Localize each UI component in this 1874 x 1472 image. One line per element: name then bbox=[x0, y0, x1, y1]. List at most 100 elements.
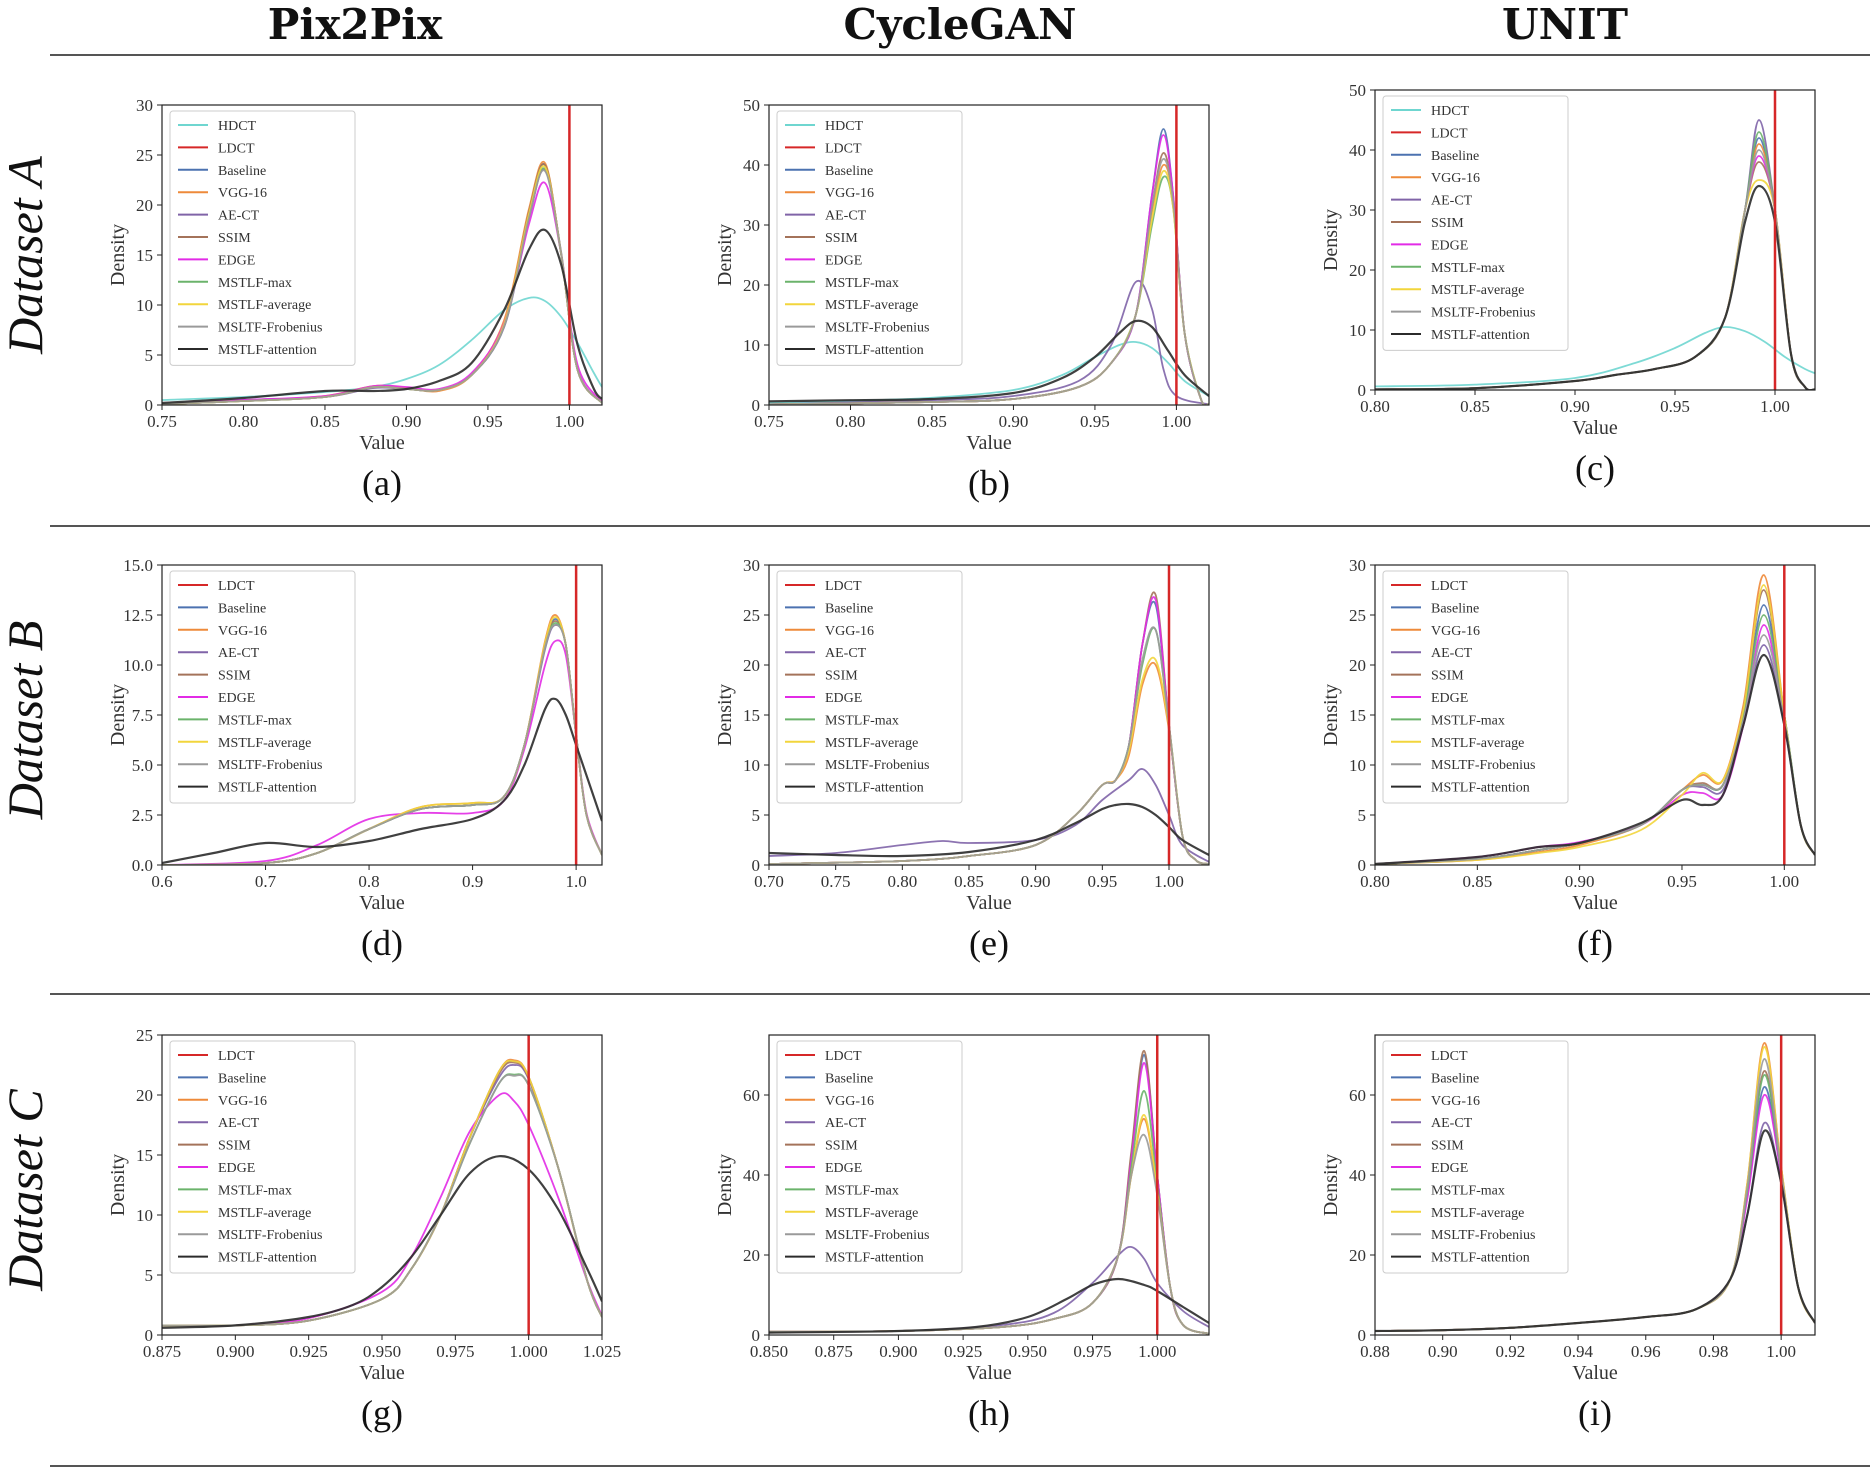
x-tick-label: 0.96 bbox=[1631, 1342, 1661, 1361]
legend-label: MSTLF-attention bbox=[825, 343, 924, 358]
legend-label: EDGE bbox=[1431, 238, 1468, 253]
x-tick-label: 0.975 bbox=[1073, 1342, 1111, 1361]
legend-label: MSTLF-average bbox=[825, 298, 918, 313]
divider-row-a bbox=[50, 525, 1870, 527]
x-tick-label: 0.950 bbox=[363, 1342, 401, 1361]
x-tick-label: 0.90 bbox=[392, 412, 422, 431]
legend-label: MSTLF-attention bbox=[218, 781, 317, 796]
chart-panel-a: 0.75 0.80 0.85 0.90 0.95 1.00 0 5 10 15 20 25 30 Valu… bbox=[70, 75, 630, 503]
y-axis-label: Density bbox=[714, 684, 736, 746]
y-tick-label: 40 bbox=[743, 156, 760, 175]
legend-label: EDGE bbox=[1431, 1161, 1468, 1176]
legend-label: EDGE bbox=[825, 253, 862, 268]
y-tick-label: 20 bbox=[1349, 656, 1366, 675]
x-tick-label: 1.000 bbox=[510, 1342, 548, 1361]
legend-label: MSTLF-max bbox=[1431, 261, 1505, 276]
chart-svg-c: 0.80 0.85 0.90 0.95 1.00 0 10 20 30 40 50 Value Dens… bbox=[1320, 81, 1816, 439]
legend-box bbox=[776, 570, 963, 804]
series-line-mstlf-attention bbox=[1375, 1129, 1815, 1333]
legend-label: LDCT bbox=[825, 1049, 862, 1064]
y-tick-label: 5.0 bbox=[132, 756, 153, 775]
legend-box bbox=[1382, 570, 1569, 804]
chart-panel-i: 0.88 0.90 0.92 0.94 0.96 0.98 1.00 0 20 40 60 Value… bbox=[1283, 1005, 1843, 1433]
chart-panel-f: 0.80 0.85 0.90 0.95 1.00 0 5 10 15 20 25 30 Value Den… bbox=[1283, 535, 1843, 963]
legend-label: MSLTF-Frobenius bbox=[825, 1228, 930, 1243]
x-tick-label: 0.90 bbox=[1021, 872, 1051, 891]
y-tick-label: 5 bbox=[1358, 806, 1367, 825]
legend-label: MSTLF-average bbox=[1431, 1206, 1524, 1221]
y-tick-label: 0 bbox=[752, 396, 761, 415]
legend-label: MSLTF-Frobenius bbox=[825, 321, 930, 336]
legend-label: MSTLF-attention bbox=[1431, 781, 1530, 796]
x-tick-label: 0.80 bbox=[1360, 397, 1390, 416]
y-tick-label: 5 bbox=[752, 806, 761, 825]
y-tick-label: 25 bbox=[1349, 606, 1366, 625]
x-tick-label: 1.025 bbox=[583, 1342, 621, 1361]
y-tick-label: 10 bbox=[1349, 321, 1366, 340]
y-tick-label: 0 bbox=[145, 1326, 154, 1345]
legend-label: SSIM bbox=[825, 669, 858, 684]
chart-panel-c: 0.80 0.85 0.90 0.95 1.00 0 10 20 30 40 50 Value Dens… bbox=[1283, 60, 1843, 488]
chart-panel-h: 0.850 0.875 0.900 0.925 0.950 0.975 1.000 0 20 40… bbox=[677, 1005, 1237, 1433]
x-axis-label: Value bbox=[359, 432, 405, 454]
y-tick-label: 0.0 bbox=[132, 856, 153, 875]
x-axis-label: Value bbox=[359, 892, 405, 914]
x-tick-label: 0.900 bbox=[216, 1342, 254, 1361]
series-line-mstlf-attention bbox=[162, 697, 602, 865]
legend-label: VGG-16 bbox=[825, 1094, 874, 1109]
x-tick-label: 0.95 bbox=[1080, 412, 1110, 431]
x-tick-label: 0.950 bbox=[1009, 1342, 1047, 1361]
series-line-mstlf-attention bbox=[1375, 184, 1815, 390]
y-tick-label: 50 bbox=[743, 96, 760, 115]
x-tick-label: 0.8 bbox=[358, 872, 379, 891]
legend-label: MSTLF-max bbox=[825, 713, 899, 728]
y-tick-label: 60 bbox=[1349, 1086, 1366, 1105]
legend-label: MSTLF-max bbox=[825, 1183, 899, 1198]
y-tick-label: 0 bbox=[1358, 381, 1367, 400]
legend-label: SSIM bbox=[218, 231, 251, 246]
series-line-mstlf-attention bbox=[162, 228, 602, 405]
x-tick-label: 1.00 bbox=[555, 412, 585, 431]
legend-label: MSLTF-Frobenius bbox=[1431, 1228, 1536, 1243]
y-tick-label: 40 bbox=[743, 1166, 760, 1185]
legend-label: MSTLF-average bbox=[825, 736, 918, 751]
legend-label: MSTLF-max bbox=[218, 276, 292, 291]
x-tick-label: 0.875 bbox=[815, 1342, 853, 1361]
x-axis-label: Value bbox=[966, 432, 1012, 454]
x-tick-label: 1.00 bbox=[1766, 1342, 1796, 1361]
y-tick-label: 25 bbox=[136, 146, 153, 165]
legend-label: VGG-16 bbox=[1431, 1094, 1480, 1109]
legend-label: HDCT bbox=[825, 119, 864, 134]
x-tick-label: 0.95 bbox=[1660, 397, 1690, 416]
x-axis-label: Value bbox=[966, 1362, 1012, 1384]
legend-label: SSIM bbox=[1431, 1139, 1464, 1154]
axes-frame bbox=[1374, 1034, 1816, 1336]
legend-label: EDGE bbox=[825, 1161, 862, 1176]
y-tick-label: 25 bbox=[743, 606, 760, 625]
y-tick-label: 60 bbox=[743, 1086, 760, 1105]
legend-label: MSTLF-average bbox=[825, 1206, 918, 1221]
y-tick-label: 30 bbox=[1349, 201, 1366, 220]
y-tick-label: 30 bbox=[1349, 556, 1366, 575]
y-axis-label: Density bbox=[714, 224, 736, 286]
x-tick-label: 0.85 bbox=[917, 412, 947, 431]
y-tick-label: 30 bbox=[136, 96, 153, 115]
series-line-msltf-frobenius bbox=[769, 158, 1209, 405]
subfigure-label: (c) bbox=[1575, 448, 1615, 488]
x-tick-label: 0.75 bbox=[754, 412, 784, 431]
chart-svg-a: 0.75 0.80 0.85 0.90 0.95 1.00 0 5 10 15 20 25 30 Valu… bbox=[107, 96, 603, 454]
legend-label: LDCT bbox=[1431, 126, 1468, 141]
legend-box bbox=[1382, 95, 1569, 351]
legend-box bbox=[169, 1040, 356, 1274]
legend-label: LDCT bbox=[1431, 579, 1468, 594]
y-axis-label: Density bbox=[714, 1154, 736, 1216]
y-tick-label: 15 bbox=[136, 1146, 153, 1165]
legend-label: MSTLF-max bbox=[825, 276, 899, 291]
y-tick-label: 0 bbox=[752, 856, 761, 875]
series-line-hdct bbox=[1375, 326, 1815, 388]
legend-label: LDCT bbox=[825, 141, 862, 156]
chart-svg-d: 0.6 0.7 0.8 0.9 1.0 0.0 2.5 5.0 7.5 10.0 12.5 15.0 V… bbox=[107, 556, 603, 914]
legend-label: SSIM bbox=[1431, 669, 1464, 684]
legend-label: AE-CT bbox=[218, 209, 260, 224]
